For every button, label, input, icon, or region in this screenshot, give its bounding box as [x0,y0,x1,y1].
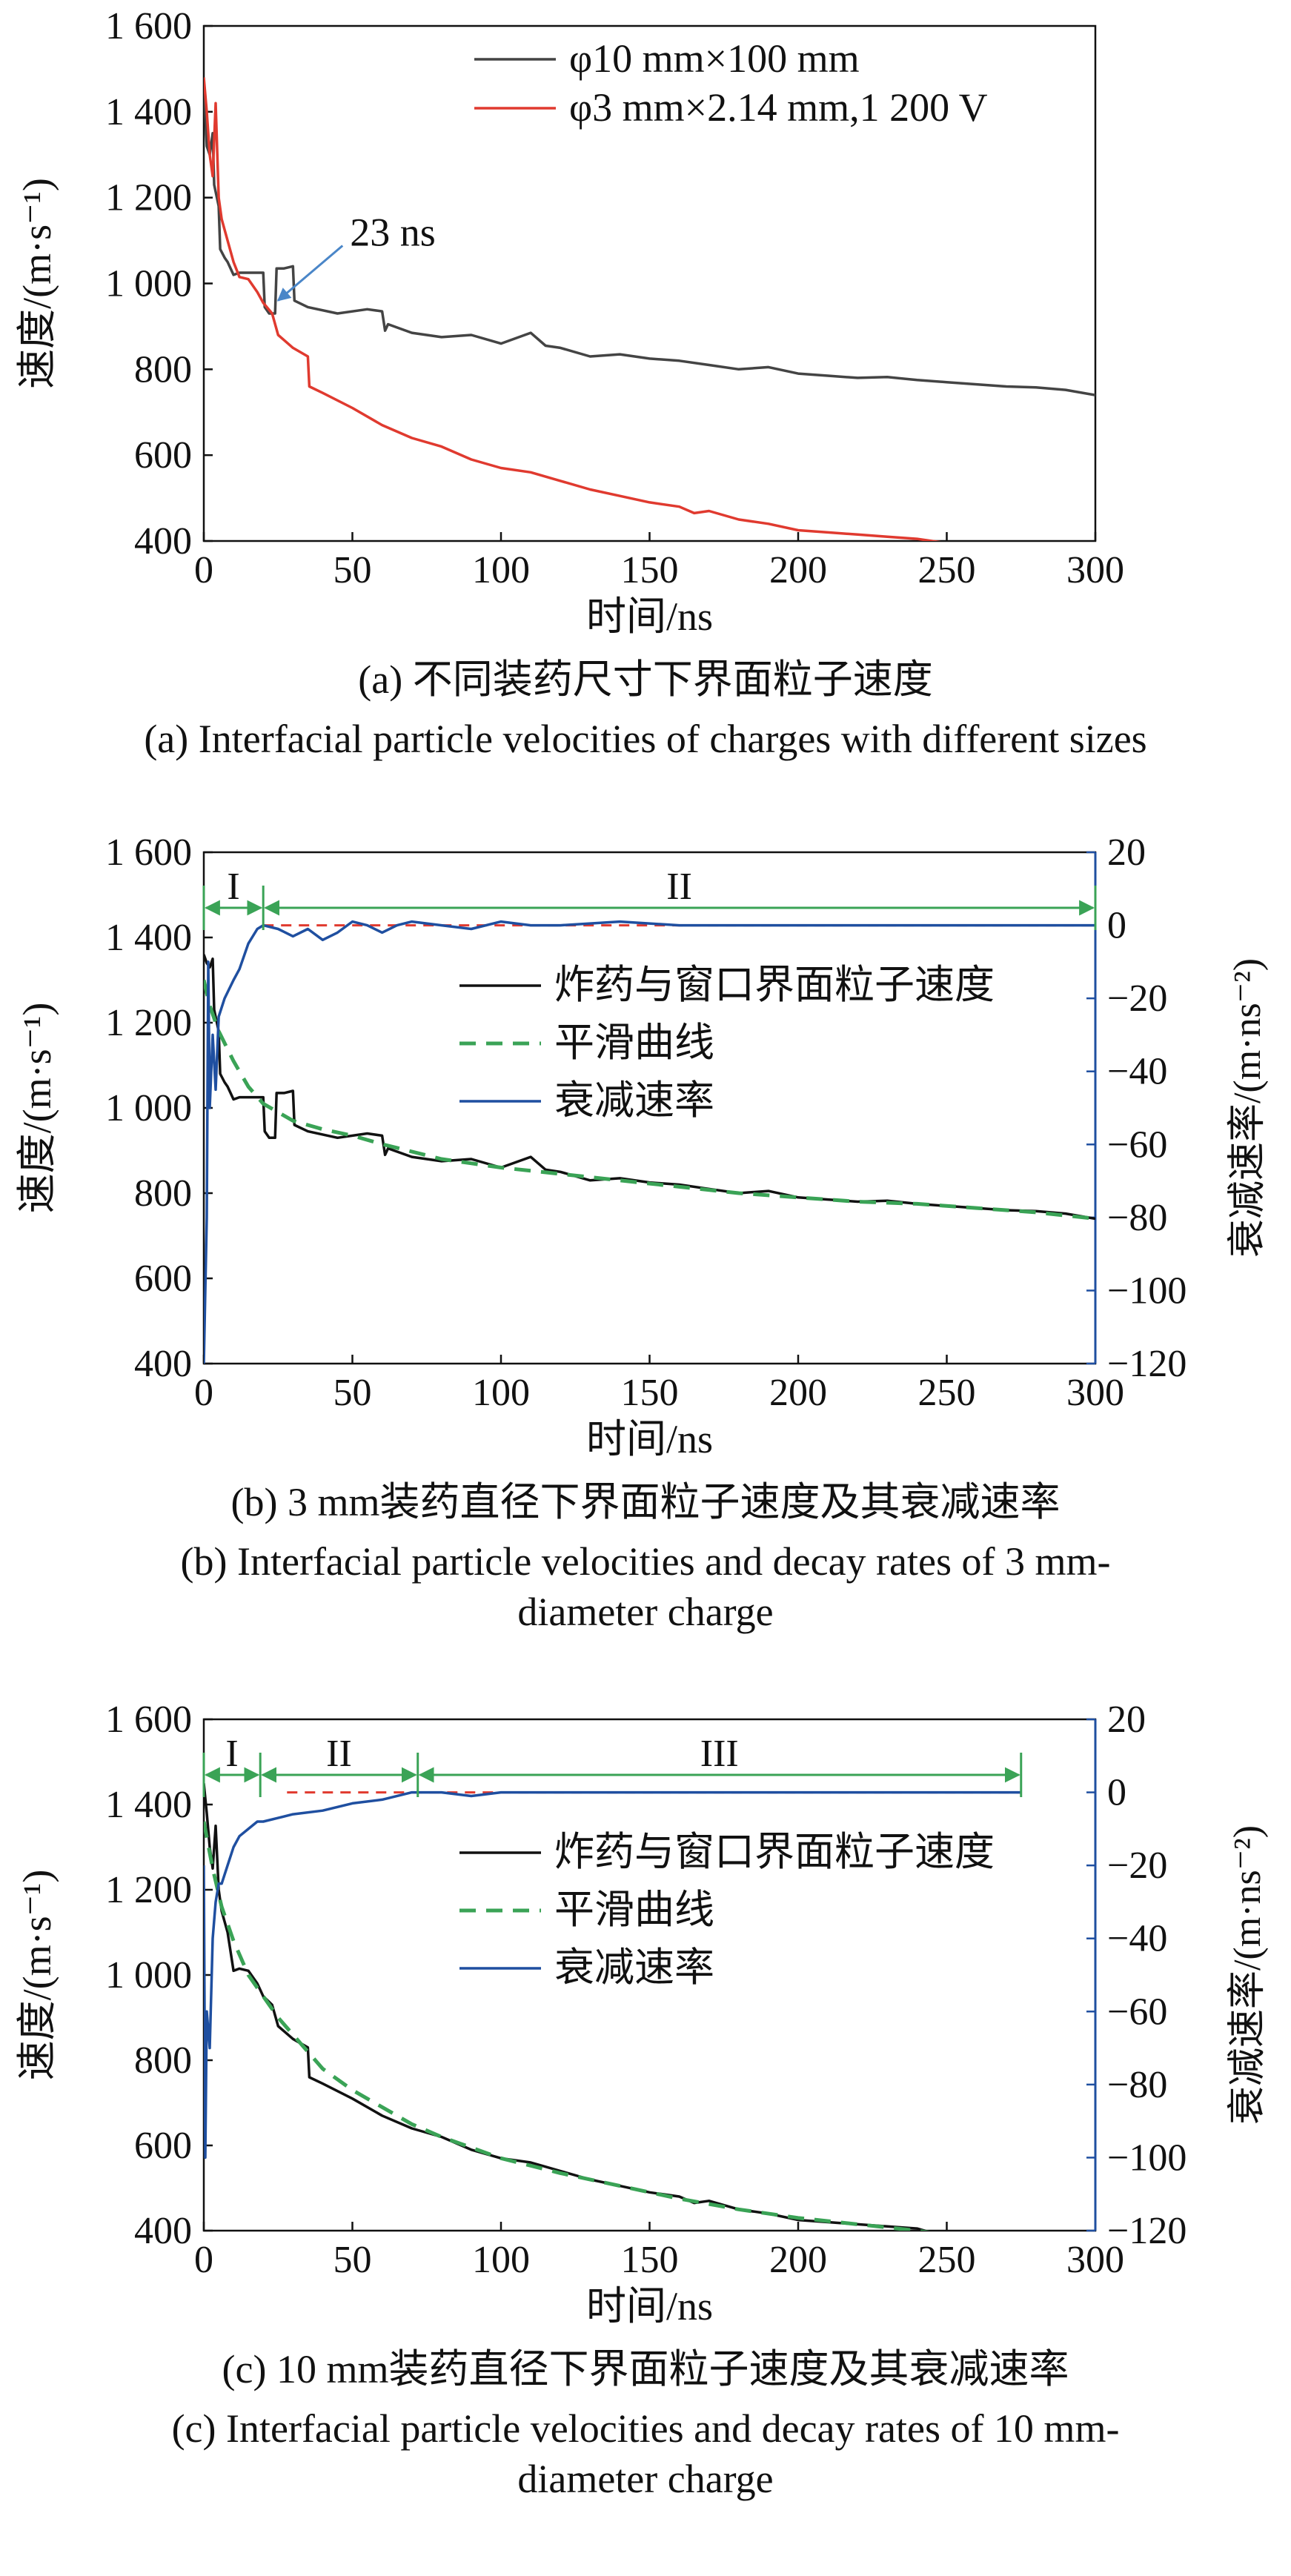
legend-label-1: 平滑曲线 [554,1888,714,1932]
y-tick-label: 1 000 [105,1087,192,1129]
y2-tick-label: 0 [1107,905,1126,947]
x-tick-label: 150 [621,2239,679,2281]
y2-tick-label: −40 [1107,1918,1167,1960]
y-tick-label: 1 200 [105,1869,192,1911]
x-tick-label: 50 [333,2239,372,2281]
y2-axis-label: 衰减速率/(m·ns⁻²) [1227,1825,1269,2125]
caption-en-line: (b) Interfacial particle velocities and … [181,1539,1111,1584]
x-tick-label: 200 [769,1372,827,1414]
series-line-2 [204,1790,1021,2160]
caption-cn: (c) 10 mm装药直径下界面粒子速度及其衰减速率 [222,2347,1069,2391]
stage-label: III [700,1733,739,1775]
x-tick-label: 250 [918,1372,976,1414]
y2-tick-label: −80 [1107,1197,1167,1239]
x-tick-label: 0 [194,2239,213,2281]
x-tick-label: 300 [1066,549,1124,591]
caption-en-line: diameter charge [517,1590,773,1634]
y-tick-label: 1 200 [105,1002,192,1044]
y2-tick-label: 20 [1107,831,1146,874]
x-tick-label: 200 [769,2239,827,2281]
y-tick-label: 800 [134,2039,192,2082]
x-tick-label: 50 [333,1372,372,1414]
series-line-2 [204,920,1095,1364]
legend-label-1: 平滑曲线 [554,1020,714,1065]
legend-label-0: 炸药与窗口界面粒子速度 [554,1830,995,1874]
y-tick-label: 400 [134,520,192,562]
y2-tick-label: −20 [1107,977,1167,1020]
y-tick-label: 1 400 [105,917,192,959]
x-tick-label: 300 [1066,1372,1124,1414]
y-axis-label: 速度/(m·s⁻¹) [15,1870,59,2081]
y2-tick-label: 20 [1107,1699,1146,1741]
y2-tick-label: −120 [1107,2210,1187,2252]
stage-label: I [227,866,239,908]
x-tick-label: 0 [194,1372,213,1414]
y-tick-label: 1 600 [105,1699,192,1741]
x-tick-label: 50 [333,549,372,591]
y-tick-label: 400 [134,2210,192,2252]
x-tick-label: 300 [1066,2239,1124,2281]
y2-tick-label: −100 [1107,2137,1187,2179]
y-tick-label: 600 [134,2125,192,2167]
annotation-label: 23 ns [350,210,436,254]
y-tick-label: 600 [134,1258,192,1300]
legend-label-2: 衰减速率 [554,1078,714,1123]
y-tick-label: 800 [134,1172,192,1215]
legend-label-1: φ3 mm×2.14 mm,1 200 V [569,85,988,130]
legend-label-0: φ10 mm×100 mm [569,36,860,81]
x-tick-label: 100 [472,1372,530,1414]
y-axis-label: 速度/(m·s⁻¹) [15,1003,59,1214]
chart-panel-a: 0 50 100 150 200 250 300 400 600 800 1 000 1 200 1 4… [15,5,1147,761]
x-axis-label: 时间/ns [586,2284,713,2328]
x-tick-label: 200 [769,549,827,591]
x-tick-label: 250 [918,549,976,591]
caption-cn: (a) 不同装药尺寸下界面粒子速度 [358,657,932,702]
legend-label-2: 衰减速率 [554,1945,714,1990]
caption-en: (a) Interfacial particle velocities of c… [144,717,1146,761]
y-tick-label: 1 000 [105,1954,192,1996]
series-line-1 [204,77,941,541]
caption-cn: (b) 3 mm装药直径下界面粒子速度及其衰减速率 [231,1480,1061,1524]
legend-label-0: 炸药与窗口界面粒子速度 [554,963,995,1007]
y-tick-label: 1 600 [105,831,192,874]
x-tick-label: 250 [918,2239,976,2281]
stage-label: II [666,866,692,908]
y-tick-label: 800 [134,348,192,391]
y2-tick-label: −120 [1107,1343,1187,1385]
stage-label: I [225,1733,238,1775]
stage-label: II [326,1733,352,1775]
caption-en-line: (c) Interfacial particle velocities and … [172,2406,1120,2451]
y2-tick-label: 0 [1107,1772,1126,1814]
y2-tick-label: −100 [1107,1269,1187,1312]
y-tick-label: 1 600 [105,5,192,47]
x-tick-label: 100 [472,2239,530,2281]
y-tick-label: 1 400 [105,1784,192,1826]
y-axis-label: 速度/(m·s⁻¹) [15,178,59,389]
x-tick-label: 150 [621,549,679,591]
y-tick-label: 400 [134,1343,192,1385]
x-axis-label: 时间/ns [586,594,713,639]
x-tick-label: 150 [621,1372,679,1414]
caption-en-line: diameter charge [517,2457,773,2501]
y2-tick-label: −60 [1107,1991,1167,2033]
y-tick-label: 1 200 [105,177,192,219]
y-tick-label: 600 [134,434,192,477]
y2-axis-label: 衰减速率/(m·ns⁻²) [1227,958,1269,1258]
x-axis-label: 时间/ns [586,1417,713,1461]
series-line-1 [204,1821,930,2231]
y2-tick-label: −80 [1107,2064,1167,2106]
y2-tick-label: −40 [1107,1051,1167,1093]
x-tick-label: 100 [472,549,530,591]
y2-tick-label: −60 [1107,1123,1167,1166]
x-tick-label: 0 [194,549,213,591]
annotation-arrow [276,245,344,302]
y-tick-label: 1 400 [105,91,192,133]
series-line-0 [204,82,1095,396]
y-tick-label: 1 000 [105,263,192,305]
series-line-1 [204,979,1095,1221]
y2-tick-label: −20 [1107,1845,1167,1887]
